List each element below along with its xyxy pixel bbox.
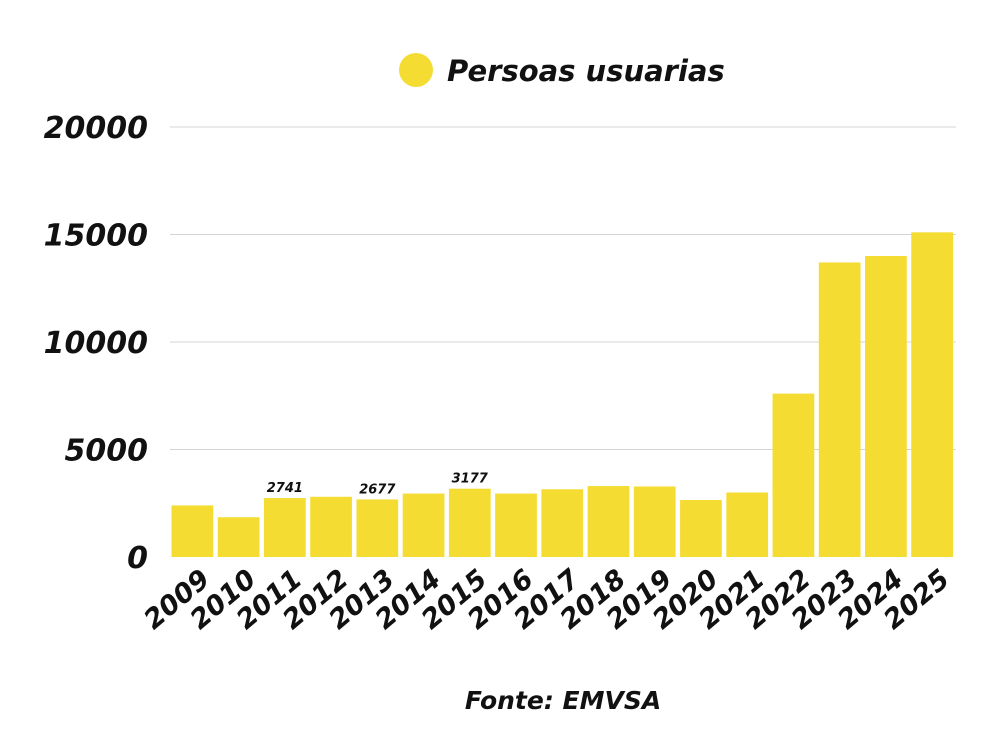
legend-label: Persoas usuarias [447, 54, 725, 88]
bar-2024 [865, 256, 907, 557]
source-note: Fonte: EMVSA [465, 686, 661, 715]
data-labels: 2741 2677 3177 [267, 472, 489, 498]
legend-swatch-persoas-usuarias [399, 53, 433, 87]
bar-2015 [448, 488, 491, 557]
y-tick-label: 5000 [65, 434, 149, 469]
y-tick-label: 0 [127, 541, 148, 576]
data-label-2011: 2741 [267, 481, 303, 496]
y-tick-label: 15000 [44, 219, 148, 254]
legend: Persoas usuarias [399, 53, 725, 88]
bar-2014 [402, 493, 445, 557]
bar-2011 [263, 498, 306, 557]
y-tick-label: 10000 [44, 326, 148, 361]
bar-2013 [356, 499, 399, 557]
data-label-2015: 3177 [452, 472, 489, 487]
bar-2022 [772, 393, 815, 557]
bar-2025 [911, 232, 953, 557]
bar-2012 [310, 496, 352, 557]
y-tick-label: 20000 [44, 111, 148, 146]
bar-2021 [726, 492, 769, 557]
bar-2017 [541, 489, 584, 557]
bar-2023 [818, 262, 861, 557]
bar-2010 [217, 517, 260, 557]
bar-2020 [680, 500, 722, 557]
bar-2009 [171, 505, 214, 557]
x-axis-tick-labels: 2009201020112012201320142015201620172018… [138, 563, 955, 635]
bars [171, 232, 953, 557]
y-axis-tick-labels: 0 5000 10000 15000 20000 [44, 111, 148, 576]
bar-2018 [587, 486, 630, 557]
bar-2016 [495, 493, 537, 557]
bar-2019 [633, 486, 676, 557]
data-label-2013: 2677 [359, 482, 396, 497]
